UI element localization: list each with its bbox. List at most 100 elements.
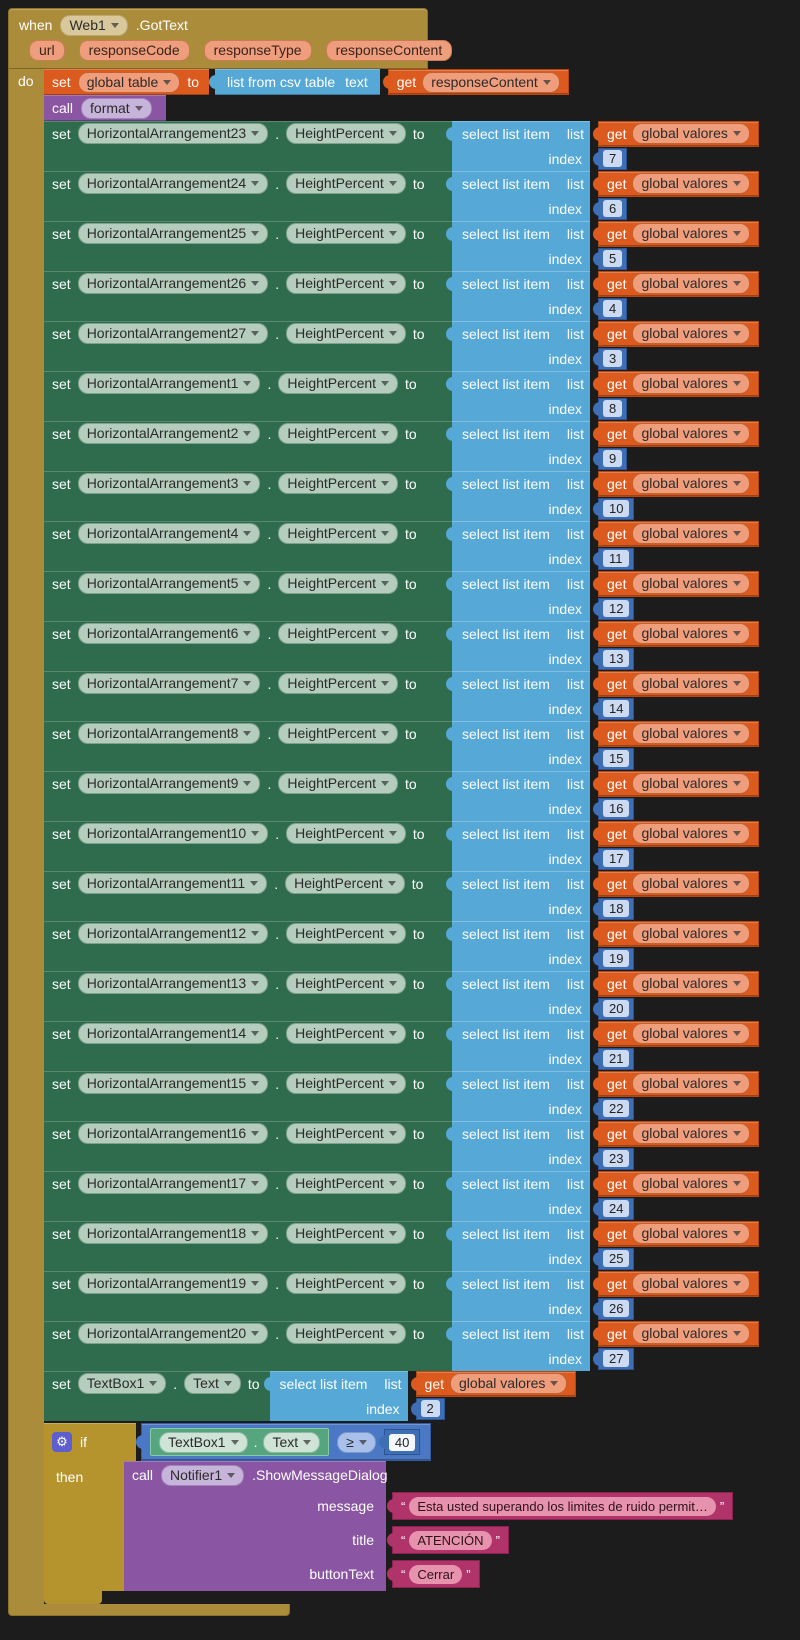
- set-heightpercent-statement[interactable]: set HorizontalArrangement18 . HeightPerc…: [44, 1220, 759, 1271]
- string-value[interactable]: Cerrar: [409, 1564, 463, 1584]
- property-dropdown[interactable]: HeightPercent: [286, 273, 406, 294]
- select-list-item-block[interactable]: select list item list index: [446, 471, 590, 521]
- component-dropdown[interactable]: HorizontalArrangement27: [77, 323, 269, 344]
- getter-variable-dropdown[interactable]: global valores: [632, 923, 750, 944]
- get-responsecontent-block[interactable]: get responseContent: [387, 69, 569, 95]
- getter-variable-dropdown[interactable]: global valores: [632, 523, 750, 544]
- number-value[interactable]: 8: [603, 400, 623, 417]
- component-dropdown[interactable]: HorizontalArrangement5: [77, 573, 261, 594]
- number-value[interactable]: 15: [603, 750, 630, 767]
- get-global-valores-block[interactable]: get global valores: [598, 1270, 759, 1297]
- comparison-block[interactable]: TextBox1 . Text ≥: [141, 1423, 432, 1461]
- select-list-item-block[interactable]: select list item list index: [446, 121, 590, 171]
- number-value[interactable]: 25: [603, 1250, 630, 1267]
- set-heightpercent-statement[interactable]: set HorizontalArrangement10 . HeightPerc…: [44, 820, 759, 871]
- getter-variable-dropdown[interactable]: global valores: [632, 373, 750, 394]
- number-block[interactable]: 21: [598, 1047, 635, 1070]
- set-heightpercent-statement[interactable]: set HorizontalArrangement2 . HeightPerce…: [44, 420, 759, 471]
- number-block[interactable]: 4: [598, 297, 628, 320]
- component-dropdown[interactable]: HorizontalArrangement19: [77, 1273, 269, 1294]
- get-global-valores-block[interactable]: get global valores: [598, 1120, 759, 1147]
- number-block[interactable]: 9: [598, 447, 628, 470]
- component-dropdown[interactable]: TextBox1: [159, 1431, 248, 1453]
- number-block[interactable]: 3: [598, 347, 628, 370]
- component-dropdown[interactable]: HorizontalArrangement26: [77, 273, 269, 294]
- get-global-valores-block[interactable]: get global valores: [598, 1020, 759, 1047]
- get-global-valores-block[interactable]: get global valores: [598, 820, 759, 847]
- number-block[interactable]: 12: [598, 597, 635, 620]
- set-global-table-statement[interactable]: set global table to list from csv table …: [44, 69, 569, 95]
- param-responsecontent[interactable]: responseContent: [325, 39, 453, 61]
- component-dropdown[interactable]: HorizontalArrangement23: [77, 123, 269, 144]
- property-dropdown[interactable]: HeightPercent: [286, 1273, 406, 1294]
- component-dropdown[interactable]: HorizontalArrangement4: [77, 523, 261, 544]
- property-dropdown[interactable]: HeightPercent: [278, 773, 399, 794]
- property-dropdown[interactable]: Text: [263, 1431, 321, 1453]
- number-block[interactable]: 15: [598, 747, 635, 770]
- number-block[interactable]: 17: [598, 847, 635, 870]
- property-dropdown[interactable]: HeightPercent: [278, 573, 399, 594]
- component-dropdown[interactable]: Notifier1: [161, 1464, 245, 1486]
- set-heightpercent-statement[interactable]: set HorizontalArrangement17 . HeightPerc…: [44, 1170, 759, 1221]
- select-list-item-block[interactable]: select list item list index: [446, 1021, 590, 1071]
- number-block[interactable]: 16: [598, 797, 635, 820]
- textbox-text-getter-block[interactable]: TextBox1 . Text: [150, 1428, 330, 1456]
- getter-variable-dropdown[interactable]: global valores: [632, 273, 750, 294]
- set-heightpercent-statement[interactable]: set HorizontalArrangement4 . HeightPerce…: [44, 520, 759, 571]
- getter-variable-dropdown[interactable]: global valores: [632, 473, 750, 494]
- number-block[interactable]: 11: [598, 547, 634, 570]
- set-heightpercent-statement[interactable]: set HorizontalArrangement3 . HeightPerce…: [44, 470, 759, 521]
- number-value[interactable]: 9: [603, 450, 623, 467]
- number-value[interactable]: 7: [603, 150, 623, 167]
- number-block[interactable]: 26: [598, 1297, 635, 1320]
- property-dropdown[interactable]: HeightPercent: [286, 1073, 406, 1094]
- select-list-item-block[interactable]: select list item list index: [263, 1371, 408, 1421]
- property-dropdown[interactable]: HeightPercent: [286, 1023, 406, 1044]
- number-block[interactable]: 18: [598, 897, 635, 920]
- number-value[interactable]: 10: [603, 500, 630, 517]
- property-dropdown[interactable]: HeightPercent: [278, 373, 399, 394]
- property-dropdown[interactable]: HeightPercent: [286, 1173, 406, 1194]
- component-dropdown[interactable]: HorizontalArrangement16: [77, 1123, 269, 1144]
- get-global-valores-block[interactable]: get global valores: [598, 1320, 759, 1347]
- get-global-valores-block[interactable]: get global valores: [598, 1070, 759, 1097]
- number-block[interactable]: 8: [598, 397, 628, 420]
- number-value[interactable]: 4: [603, 300, 623, 317]
- set-heightpercent-statement[interactable]: set HorizontalArrangement24 . HeightPerc…: [44, 170, 759, 221]
- title-string-block[interactable]: “ ATENCIÓN ”: [392, 1526, 509, 1554]
- get-global-valores-block[interactable]: get global valores: [598, 270, 759, 297]
- getter-variable-dropdown[interactable]: global valores: [632, 1123, 750, 1144]
- number-value[interactable]: 11: [603, 550, 629, 567]
- number-value[interactable]: 13: [603, 650, 630, 667]
- getter-variable-dropdown[interactable]: global valores: [632, 573, 750, 594]
- property-dropdown[interactable]: HeightPercent: [286, 1323, 406, 1344]
- getter-variable-dropdown[interactable]: global valores: [632, 873, 750, 894]
- getter-variable-dropdown[interactable]: global valores: [632, 623, 750, 644]
- getter-variable-dropdown[interactable]: global valores: [632, 1073, 750, 1094]
- select-list-item-block[interactable]: select list item list index: [446, 671, 590, 721]
- set-heightpercent-statement[interactable]: set HorizontalArrangement27 . HeightPerc…: [44, 320, 759, 371]
- property-dropdown[interactable]: HeightPercent: [286, 973, 406, 994]
- number-value[interactable]: 17: [603, 850, 630, 867]
- set-heightpercent-statement[interactable]: set HorizontalArrangement19 . HeightPerc…: [44, 1270, 759, 1321]
- component-dropdown[interactable]: HorizontalArrangement10: [77, 823, 269, 844]
- select-list-item-block[interactable]: select list item list index: [446, 721, 590, 771]
- number-block[interactable]: 2: [415, 1397, 445, 1420]
- select-list-item-block[interactable]: select list item list index: [446, 371, 590, 421]
- procedure-dropdown[interactable]: format: [81, 97, 152, 119]
- mutator-gear-icon[interactable]: ⚙: [52, 1432, 72, 1452]
- getter-variable-dropdown[interactable]: responseContent: [422, 71, 560, 93]
- number-block[interactable]: 19: [598, 947, 635, 970]
- getter-variable-dropdown[interactable]: global valores: [632, 123, 750, 144]
- number-block[interactable]: 5: [598, 247, 628, 270]
- property-dropdown[interactable]: HeightPercent: [286, 323, 406, 344]
- getter-variable-dropdown[interactable]: global valores: [632, 1173, 750, 1194]
- number-block[interactable]: 22: [598, 1097, 635, 1120]
- number-value[interactable]: 18: [603, 900, 630, 917]
- get-global-valores-block[interactable]: get global valores: [598, 470, 759, 497]
- select-list-item-block[interactable]: select list item list index: [446, 1071, 590, 1121]
- number-value[interactable]: 2: [420, 1400, 440, 1417]
- property-dropdown[interactable]: HeightPercent: [286, 223, 406, 244]
- getter-variable-dropdown[interactable]: global valores: [632, 973, 750, 994]
- set-heightpercent-statement[interactable]: set HorizontalArrangement12 . HeightPerc…: [44, 920, 759, 971]
